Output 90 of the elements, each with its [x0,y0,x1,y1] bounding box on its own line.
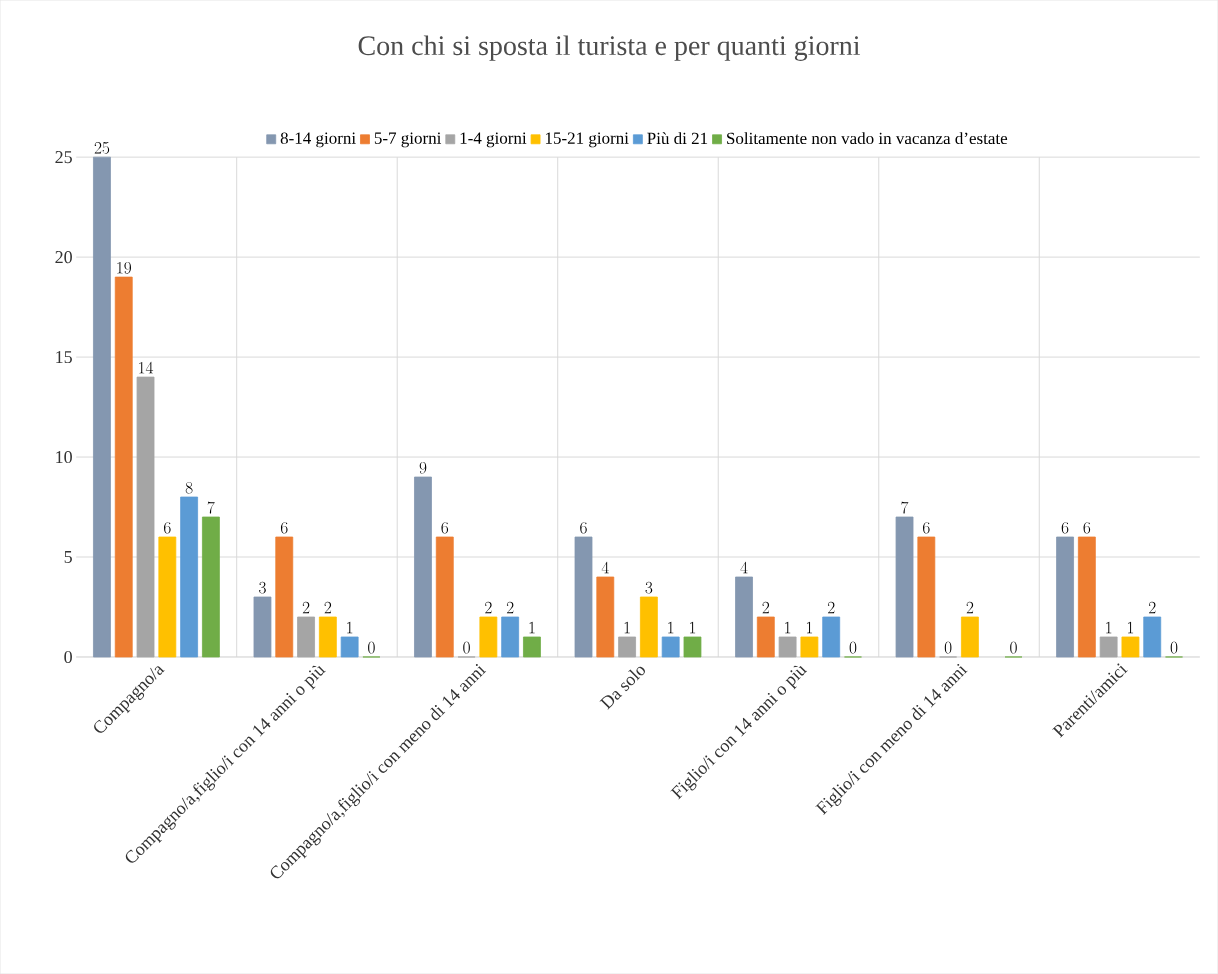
bar [435,536,454,658]
bar [1099,636,1118,658]
data-label: 0 [368,641,375,654]
data-label: 1 [806,621,813,634]
legend-label: 8-14 giorni [280,132,356,148]
data-label: 2 [506,601,514,614]
data-label: 6 [1061,521,1069,534]
data-label: 7 [207,501,215,514]
data-label: 2 [762,601,770,614]
data-label: 2 [324,601,332,614]
data-label: 1 [668,621,674,634]
y-tick-label: 25 [55,151,72,164]
bar [318,616,337,658]
data-label: 6 [923,521,930,534]
bar [253,596,272,658]
bar [756,616,775,658]
y-tick-label: 15 [56,351,72,364]
data-label: 6 [280,521,288,534]
legend-label: 1-4 giorni [460,132,527,148]
bar [114,276,133,658]
bar [136,376,155,658]
bar [501,616,520,658]
data-label: 2 [827,601,835,614]
bar [202,516,220,658]
data-label: 1 [785,621,791,634]
bar [180,496,199,658]
data-label: 0 [1010,641,1017,654]
data-label: 25 [94,141,110,154]
bar [822,616,841,658]
data-label: 14 [139,361,154,374]
legend-label: 5-7 giorni [374,132,442,148]
data-label: 9 [419,461,427,474]
data-label: 2 [485,601,492,614]
data-label: 6 [580,521,587,534]
bar [574,536,593,658]
bar [1056,536,1074,658]
bar [479,616,498,658]
bar [895,516,914,658]
data-label: 6 [1083,521,1091,534]
bar [297,616,315,658]
bar [961,616,979,658]
y-tick-label: 5 [64,551,72,563]
bar [158,536,177,658]
data-label: 0 [944,641,952,654]
data-label: 0 [463,641,470,654]
data-label: 3 [645,581,653,594]
data-label: 19 [117,261,131,274]
bar [1077,536,1096,658]
bar [778,636,797,658]
data-label: 0 [1170,641,1178,654]
y-tick-label: 0 [64,650,72,664]
bar [93,156,111,658]
bar [639,596,658,658]
data-label: 1 [529,621,535,634]
bar [523,636,541,658]
chart-title: Con chi si sposta il turista e per quanti giorni [358,35,861,61]
bar [1143,616,1162,658]
bar [414,476,432,658]
bar [917,536,936,658]
bar [1121,636,1140,658]
bar [275,536,294,658]
data-label: 6 [441,521,449,534]
data-label: 4 [740,561,748,574]
data-label: 2 [302,601,310,614]
data-label: 2 [1148,601,1156,614]
bar [683,636,702,658]
data-label: 1 [1106,621,1112,634]
x-tick-label: Da solo [599,666,646,710]
bar [618,636,636,658]
y-tick-label: 20 [55,251,72,264]
data-label: 8 [185,481,193,494]
data-label: 7 [901,501,909,514]
bar [735,576,753,658]
y-tick-label: 10 [56,450,72,464]
legend-label: Più di 21 [647,132,708,145]
data-label: 2 [966,601,974,614]
data-label: 4 [601,561,609,574]
data-label: 0 [849,641,857,654]
legend-label: Solitamente non vado in vacanza d’estate [727,132,1008,145]
bar [340,636,359,658]
data-label: 1 [347,621,353,634]
legend-label: 15-21 giorni [545,132,629,148]
data-label: 1 [690,621,696,634]
bar [661,636,680,658]
data-label: 1 [1127,621,1134,634]
data-label: 6 [164,521,171,534]
data-label: 3 [259,581,266,594]
data-label: 1 [624,621,630,634]
bar [800,636,819,658]
bar [596,576,615,658]
